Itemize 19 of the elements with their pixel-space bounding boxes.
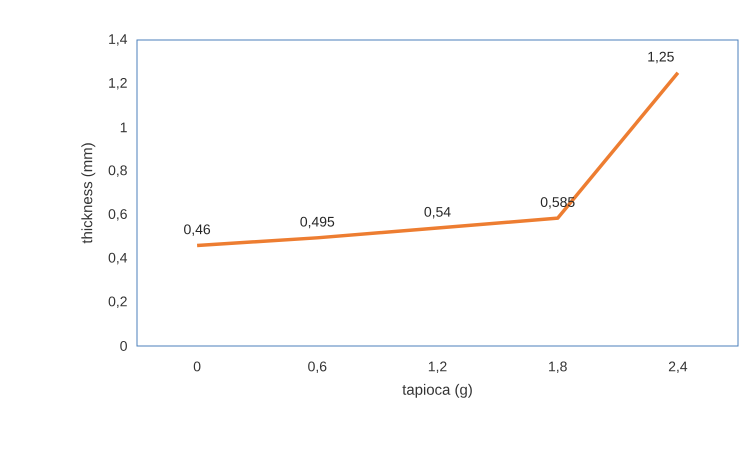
x-axis-title: tapioca (g) (402, 384, 472, 398)
x-tick-label: 1,8 (549, 362, 567, 374)
y-axis-title: thickness (mm) (81, 143, 96, 244)
data-label: 0,46 (184, 224, 210, 236)
data-label: 0,495 (300, 216, 334, 228)
y-tick-label: 1,4 (109, 34, 128, 46)
y-tick-label: 0,4 (108, 252, 128, 264)
x-tick-label: 2,4 (668, 362, 688, 374)
data-label: 1,25 (648, 52, 674, 64)
y-tick-label: 1,2 (109, 78, 127, 90)
x-tick-label: 0 (194, 362, 200, 372)
x-tick-label: 0,6 (308, 362, 326, 374)
y-tick-label: 1 (120, 122, 127, 132)
y-tick-label: 0,6 (108, 209, 127, 221)
x-tick-label: 1,2 (428, 362, 447, 374)
y-tick-label: 0,2 (108, 296, 127, 308)
y-tick-label: 0,8 (108, 165, 127, 177)
y-tick-label: 0 (120, 341, 127, 351)
data-label: 0,54 (424, 206, 451, 218)
